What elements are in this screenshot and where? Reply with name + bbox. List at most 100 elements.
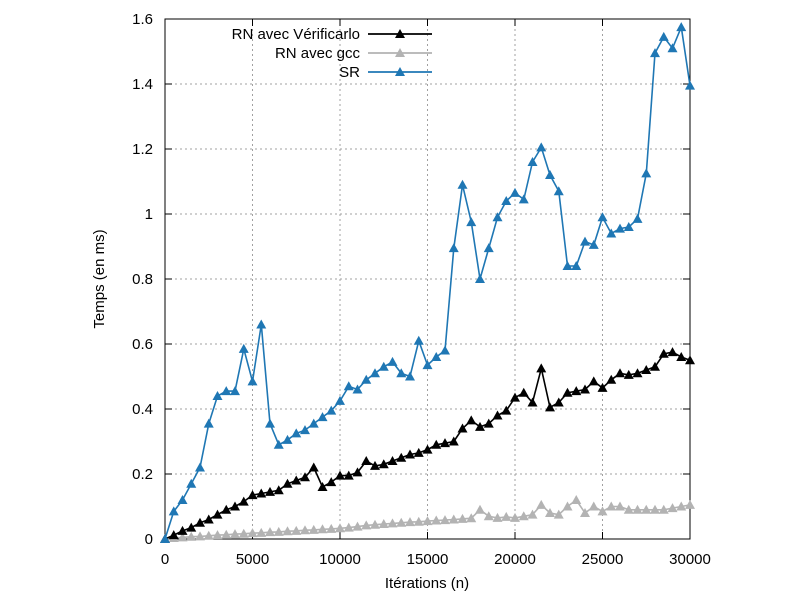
data-point [422, 444, 433, 454]
data-point [177, 525, 188, 535]
data-point [475, 504, 485, 514]
data-point [282, 434, 293, 444]
series-0 [160, 347, 695, 543]
data-point [641, 168, 652, 178]
data-point [291, 428, 302, 438]
data-point [466, 415, 477, 425]
y-tick-label: 0 [145, 531, 153, 548]
data-point [632, 368, 643, 378]
data-point [580, 236, 590, 246]
data-point [597, 382, 608, 392]
data-point [413, 335, 424, 345]
data-point [186, 478, 197, 488]
data-point [606, 501, 617, 511]
x-axis-label: Itérations (n) [385, 575, 469, 592]
x-tick-label: 25000 [582, 551, 624, 568]
legend-swatch-marker [395, 48, 405, 57]
data-point [685, 80, 695, 90]
y-tick-label: 0.4 [132, 401, 153, 418]
data-point [466, 513, 477, 523]
data-point [405, 449, 415, 459]
data-point [588, 376, 599, 386]
data-point [623, 504, 634, 514]
data-point [588, 239, 599, 249]
data-point [545, 508, 555, 517]
data-point [221, 504, 232, 514]
data-point [413, 447, 424, 457]
y-axis-label: Temps (en ms) [91, 229, 108, 328]
data-point [273, 439, 284, 449]
data-point [650, 361, 660, 371]
data-point [291, 525, 302, 535]
data-point [396, 517, 407, 527]
data-point [186, 531, 197, 541]
data-point [667, 347, 678, 357]
data-point [527, 509, 538, 519]
data-point [466, 217, 477, 227]
data-point [186, 522, 197, 532]
data-point [641, 365, 652, 374]
data-point [265, 486, 275, 496]
x-tick-label: 20000 [494, 551, 536, 568]
data-point [230, 501, 240, 511]
data-point [510, 187, 520, 197]
data-point [361, 520, 372, 530]
data-point [361, 374, 372, 384]
data-point [658, 348, 669, 358]
data-point [597, 212, 608, 222]
data-point [597, 506, 608, 516]
data-point [265, 418, 275, 428]
data-point [492, 212, 503, 222]
data-point [457, 179, 468, 189]
data-point [510, 392, 520, 402]
data-point [387, 518, 398, 528]
data-point [623, 222, 634, 231]
data-point [475, 274, 485, 283]
data-point [256, 319, 267, 329]
data-point [308, 418, 319, 428]
data-point [641, 504, 652, 514]
data-point [492, 512, 503, 522]
data-point [667, 503, 678, 513]
data-point [256, 527, 267, 537]
x-tick-label: 0 [161, 551, 169, 568]
data-point [501, 511, 512, 521]
data-point [317, 412, 328, 422]
data-point [370, 460, 380, 470]
legend-swatch-marker [395, 67, 405, 76]
data-point [527, 397, 538, 407]
data-point [536, 142, 547, 152]
data-point [343, 470, 354, 480]
data-point [195, 531, 205, 541]
data-point [335, 395, 345, 405]
data-point [623, 369, 634, 379]
data-point [291, 475, 302, 485]
data-point [370, 368, 380, 378]
data-point [396, 452, 407, 462]
data-point [457, 423, 468, 433]
data-point [545, 402, 555, 412]
data-point [230, 386, 240, 396]
data-point [553, 509, 564, 519]
data-point [483, 418, 494, 428]
data-point [536, 363, 547, 373]
grid-lines [165, 19, 690, 539]
axis-ticks: 0 0.2 0.4 0.6 0.8 1 1.2 1.4 1.6 0 5000 10000 15000 20… [132, 11, 711, 568]
series-group [160, 22, 695, 543]
data-point [685, 355, 695, 365]
data-point [448, 514, 459, 524]
data-point [588, 501, 599, 511]
data-point [203, 418, 214, 428]
data-point [440, 438, 450, 448]
data-point [203, 514, 214, 524]
data-point [352, 384, 363, 394]
data-point [343, 522, 354, 532]
data-point [378, 361, 389, 371]
data-point [300, 472, 310, 482]
data-point [265, 527, 275, 537]
data-point [518, 194, 529, 204]
data-point [212, 530, 223, 540]
data-point [326, 523, 337, 533]
x-tick-label: 5000 [236, 551, 269, 568]
data-point [378, 459, 389, 469]
